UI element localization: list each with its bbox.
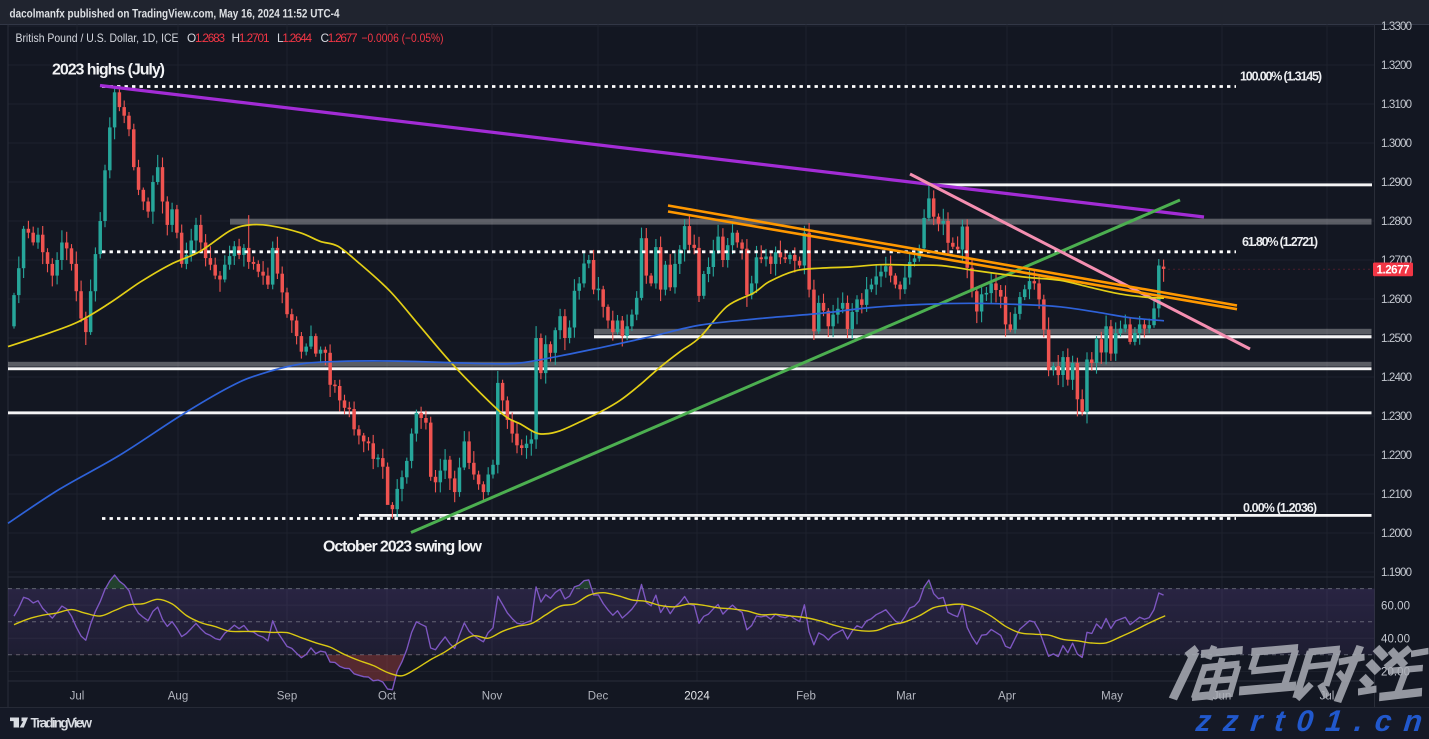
svg-text:1.2500: 1.2500 <box>1381 333 1412 345</box>
svg-text:1.2677: 1.2677 <box>1377 264 1410 276</box>
svg-text:40.00: 40.00 <box>1381 634 1410 646</box>
svg-text:Jul: Jul <box>70 691 85 703</box>
svg-text:1.2000: 1.2000 <box>1381 528 1412 540</box>
svg-text:1.1900: 1.1900 <box>1381 567 1412 579</box>
svg-text:TradingView: TradingView <box>31 715 93 730</box>
svg-text:1.3000: 1.3000 <box>1381 138 1412 150</box>
svg-text:1.2200: 1.2200 <box>1381 450 1412 462</box>
svg-text:1.2400: 1.2400 <box>1381 372 1412 384</box>
svg-text:Mar: Mar <box>896 691 916 703</box>
svg-text:2024: 2024 <box>684 691 710 703</box>
svg-text:100.00% (1.3145): 100.00% (1.3145) <box>1240 70 1322 84</box>
svg-text:O1.2683: O1.2683 <box>187 31 225 45</box>
svg-text:Feb: Feb <box>796 691 816 703</box>
svg-text:Oct: Oct <box>378 691 397 703</box>
svg-text:1.3200: 1.3200 <box>1381 60 1412 72</box>
svg-text:October 2023 swing low: October 2023 swing low <box>323 539 483 556</box>
svg-text:1.2900: 1.2900 <box>1381 177 1412 189</box>
svg-text:H1.2701: H1.2701 <box>232 31 270 45</box>
svg-text:C1.2677: C1.2677 <box>321 31 358 45</box>
svg-text:1.2100: 1.2100 <box>1381 489 1412 501</box>
svg-text:Sep: Sep <box>277 691 297 703</box>
svg-text:1.2800: 1.2800 <box>1381 216 1412 228</box>
svg-text:Aug: Aug <box>168 691 188 703</box>
svg-text:2023 highs (July): 2023 highs (July) <box>52 62 165 79</box>
svg-text:1.3300: 1.3300 <box>1381 21 1412 33</box>
svg-text:Nov: Nov <box>482 691 503 703</box>
svg-text:1.3100: 1.3100 <box>1381 99 1412 111</box>
svg-text:1.2600: 1.2600 <box>1381 294 1412 306</box>
svg-text:Apr: Apr <box>998 691 1016 703</box>
svg-text:L1.2644: L1.2644 <box>277 31 312 45</box>
svg-text:0.00% (1.2036): 0.00% (1.2036) <box>1243 501 1317 515</box>
svg-text:May: May <box>1101 691 1123 703</box>
svg-text:−0.0006 (−0.05%): −0.0006 (−0.05%) <box>362 31 444 45</box>
svg-text:British Pound / U.S. Dollar, 1: British Pound / U.S. Dollar, 1D, ICE <box>16 31 179 45</box>
svg-text:61.80% (1.2721): 61.80% (1.2721) <box>1242 235 1318 249</box>
svg-text:1.2300: 1.2300 <box>1381 411 1412 423</box>
svg-text:Dec: Dec <box>588 691 609 703</box>
svg-text:zzrt01.cn: zzrt01.cn <box>1193 705 1423 738</box>
svg-text:dacolmanfx published on Tradin: dacolmanfx published on TradingView.com,… <box>10 6 340 20</box>
svg-text:60.00: 60.00 <box>1381 600 1410 612</box>
